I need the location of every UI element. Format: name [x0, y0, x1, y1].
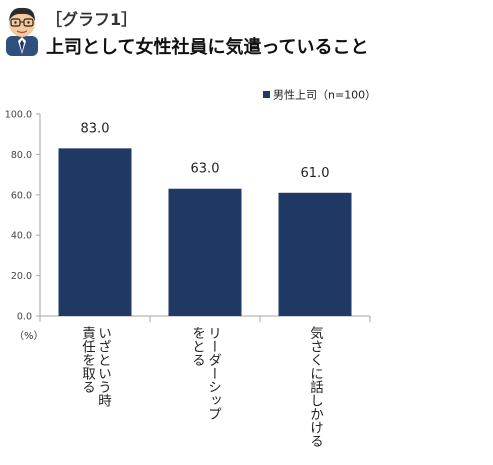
- category-label: 責任を取る: [79, 326, 96, 394]
- y-tick-label: 40.0: [11, 231, 32, 242]
- businessman-avatar-icon: [6, 7, 38, 56]
- y-tick-label: 60.0: [11, 190, 32, 201]
- bar: [168, 188, 242, 316]
- category-label: いざという時: [95, 326, 111, 407]
- y-tick-label: 80.0: [11, 150, 32, 161]
- data-label: 83.0: [81, 121, 110, 136]
- bar: [278, 192, 352, 316]
- data-label: 63.0: [191, 162, 220, 177]
- legend-label: 男性上司（n=100）: [273, 88, 376, 102]
- category-label: 気さくに話しかける: [307, 326, 324, 448]
- legend-swatch: [263, 91, 270, 98]
- y-unit-label: （%）: [14, 330, 44, 342]
- y-tick-label: 0.0: [17, 312, 32, 323]
- y-tick-label: 20.0: [11, 271, 32, 282]
- data-label: 61.0: [301, 166, 330, 181]
- y-tick-label: 100.0: [5, 110, 32, 121]
- category-label: をとる: [189, 326, 205, 367]
- chart-title: 上司として女性社員に気遣っていること: [46, 37, 369, 58]
- category-label: リーダーシップ: [205, 326, 221, 421]
- graph-number-label: ［グラフ1］: [46, 10, 138, 29]
- bar: [58, 148, 132, 316]
